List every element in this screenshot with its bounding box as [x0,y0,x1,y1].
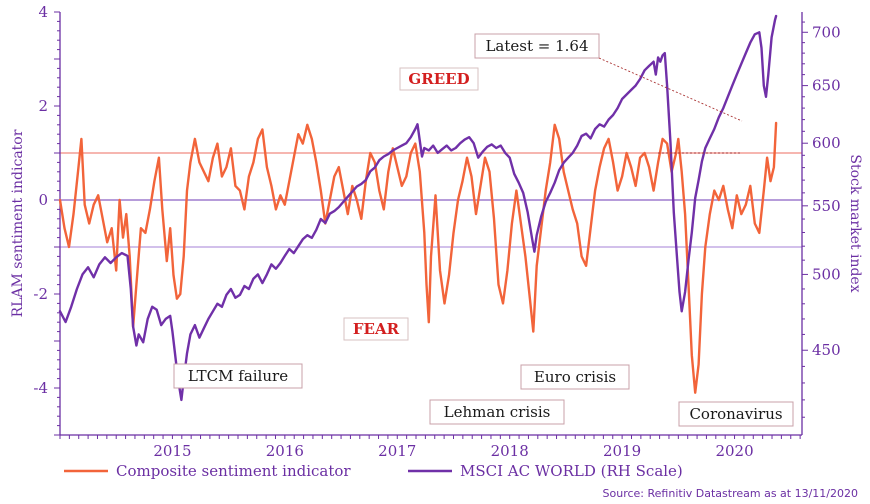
latest-annotation: Latest = 1.64 [474,33,743,154]
right-tick-label: 600 [812,134,841,152]
axes: -4 -2 0 2 4 450 500 550 600 650 700 2015 2016 2017 201… [10,3,863,460]
fear-label: FEAR [353,320,400,338]
x-tick-label: 2015 [153,442,191,460]
fear-annotation: FEAR [343,317,409,341]
legend-label-msci: MSCI AC WORLD (RH Scale) [460,462,683,480]
ltcm-label: LTCM failure [188,367,288,385]
left-tick-label: 0 [38,191,48,209]
left-tick-label: -2 [33,285,48,303]
right-axis-title: Stock market index [847,154,863,292]
x-tick-label: 2018 [491,442,529,460]
legend-label-sentiment: Composite sentiment indicator [116,462,351,480]
corona-label: Coronavirus [689,405,782,423]
right-tick-label: 650 [812,77,841,95]
x-tick-label: 2016 [266,442,304,460]
left-axis-title: RLAM sentiment indicator [10,129,26,317]
corona-annotation: Coronavirus [678,401,794,427]
annotations: Latest = 1.64 GREED FEAR LTCM failure Le… [173,33,794,427]
euro-label: Euro crisis [534,368,616,386]
lehman-annotation: Lehman crisis [429,399,565,425]
right-tick-label: 450 [812,341,841,359]
left-tick-label: 2 [38,97,48,115]
latest-arrow [598,57,743,122]
legend: Composite sentiment indicator MSCI AC WO… [64,462,683,480]
euro-annotation: Euro crisis [520,364,630,390]
source-note: Source: Refinitiv Datastream as at 13/11… [603,487,858,500]
right-tick-label: 550 [812,197,841,215]
left-tick-label: -4 [33,379,48,397]
x-tick-label: 2020 [715,442,753,460]
series-layer [58,14,778,402]
right-tick-label: 700 [812,23,841,41]
series-line-msci [58,14,778,402]
greed-annotation: GREED [399,67,479,91]
right-tick-label: 500 [812,265,841,283]
x-tick-label: 2019 [603,442,641,460]
x-tick-label: 2017 [378,442,416,460]
lehman-label: Lehman crisis [444,403,551,421]
greed-label: GREED [408,70,469,88]
ltcm-annotation: LTCM failure [173,363,303,389]
left-tick-label: 4 [38,3,48,21]
latest-label: Latest = 1.64 [485,37,588,55]
series-line-sentiment [58,121,778,394]
